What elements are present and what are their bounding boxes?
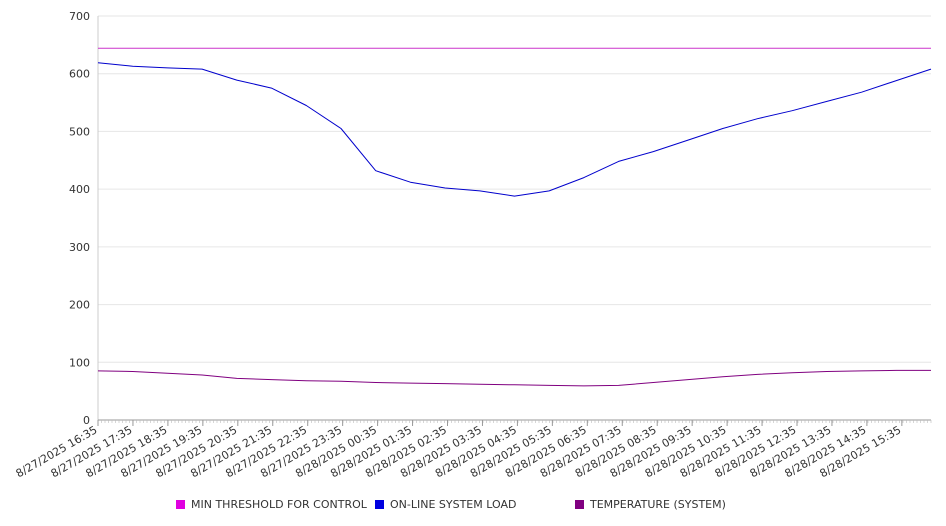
y-tick-label: 100 bbox=[69, 356, 90, 369]
y-tick-label: 300 bbox=[69, 241, 90, 254]
y-tick-label: 500 bbox=[69, 125, 90, 138]
line-chart: 0 100 200 300 400 500 600 700 8/27/2025 16:358/… bbox=[14, 10, 932, 480]
chart-legend: MIN THRESHOLD FOR CONTROL ON-LINE SYSTEM… bbox=[0, 498, 946, 514]
legend-swatch-magenta bbox=[176, 500, 185, 509]
legend-swatch-purple bbox=[575, 500, 584, 509]
grid-lines bbox=[98, 15, 931, 363]
axes bbox=[97, 16, 932, 426]
series-line-2 bbox=[97, 369, 931, 387]
legend-item-system-load[interactable]: ON-LINE SYSTEM LOAD bbox=[375, 498, 516, 511]
legend-item-temperature[interactable]: TEMPERATURE (SYSTEM) bbox=[575, 498, 726, 511]
legend-label: TEMPERATURE (SYSTEM) bbox=[590, 498, 726, 511]
legend-item-min-threshold[interactable]: MIN THRESHOLD FOR CONTROL bbox=[176, 498, 367, 511]
y-tick-label: 0 bbox=[83, 414, 90, 427]
y-tick-labels: 0 100 200 300 400 500 600 700 bbox=[69, 10, 90, 427]
y-tick-label: 700 bbox=[69, 10, 90, 23]
series-lines bbox=[97, 47, 932, 387]
x-tick-labels: 8/27/2025 16:358/27/2025 17:358/27/2025 … bbox=[14, 423, 904, 480]
y-tick-label: 200 bbox=[69, 299, 90, 312]
y-tick-label: 600 bbox=[69, 68, 90, 81]
series-line-1 bbox=[97, 62, 932, 197]
legend-swatch-blue bbox=[375, 500, 384, 509]
legend-label: ON-LINE SYSTEM LOAD bbox=[390, 498, 517, 511]
y-tick-label: 400 bbox=[69, 183, 90, 196]
legend-label: MIN THRESHOLD FOR CONTROL bbox=[191, 498, 367, 511]
